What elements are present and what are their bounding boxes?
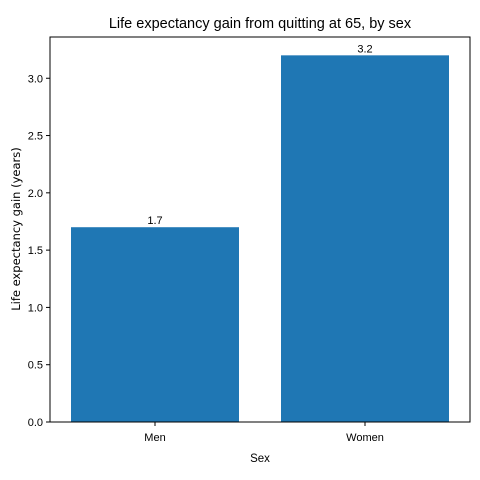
y-tick-label: 0.0 bbox=[28, 417, 43, 429]
y-tick-label: 3.0 bbox=[28, 73, 43, 85]
x-tick-label: Women bbox=[346, 432, 384, 444]
x-axis-label: Sex bbox=[250, 453, 270, 465]
y-tick-label: 1.5 bbox=[28, 245, 43, 257]
plot-frame bbox=[49, 36, 471, 423]
x-tick-label: Men bbox=[144, 432, 165, 444]
bar-women bbox=[281, 55, 449, 422]
y-tick-label: 2.0 bbox=[28, 188, 43, 200]
y-tick-label: 0.5 bbox=[28, 360, 43, 372]
chart-title: Life expectancy gain from quitting at 65… bbox=[109, 16, 412, 32]
data-label-women: 3.2 bbox=[357, 43, 372, 55]
y-tick-label: 2.5 bbox=[28, 131, 43, 143]
y-tick-label: 1.0 bbox=[28, 302, 43, 314]
bar-men bbox=[71, 227, 239, 422]
y-axis-label: Life expectancy gain (years) bbox=[9, 147, 23, 311]
y-axis: 0.0 0.5 1.0 1.5 2.0 2.5 3.0 bbox=[28, 73, 50, 429]
x-axis: Men Women bbox=[144, 422, 384, 444]
data-label-men: 1.7 bbox=[147, 215, 162, 227]
bars-layer: 1.7 3.2 bbox=[71, 43, 449, 422]
